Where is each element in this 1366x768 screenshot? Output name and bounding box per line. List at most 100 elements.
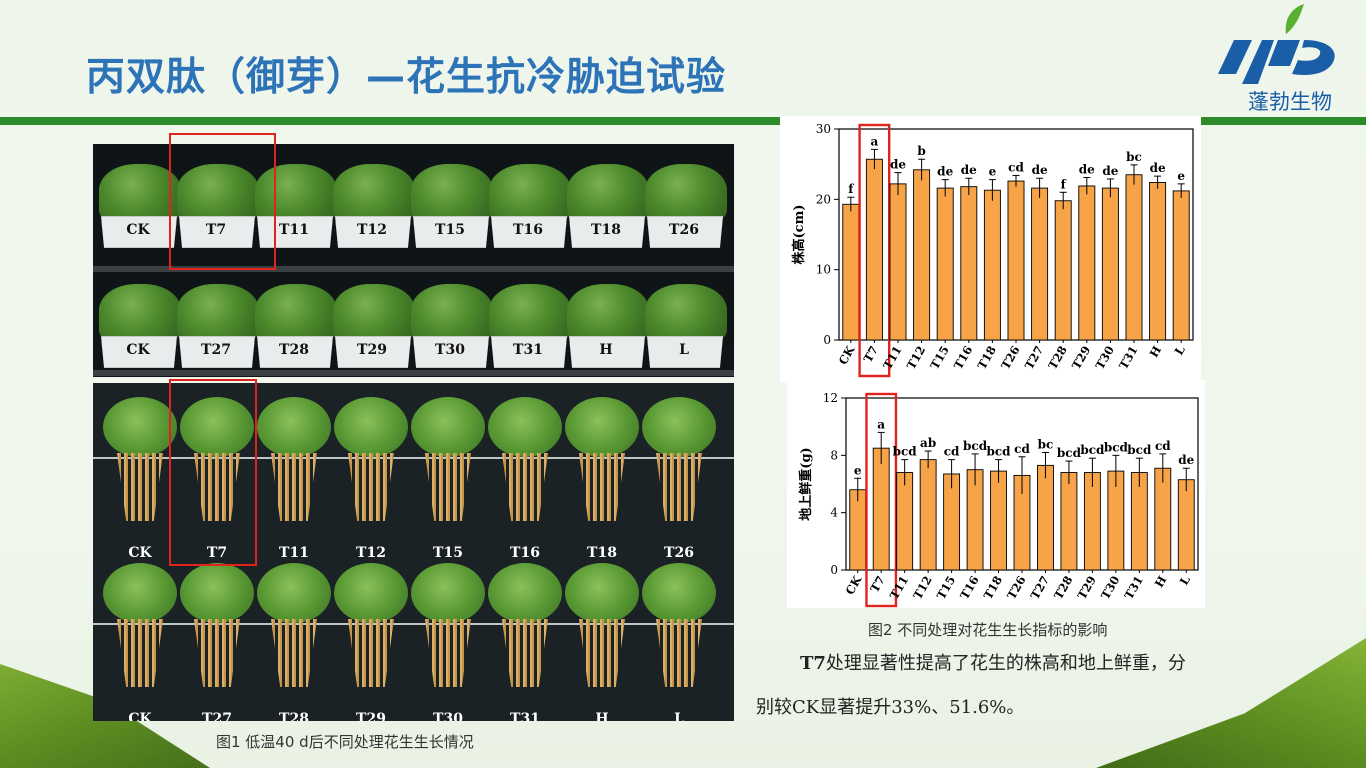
seedling-roots: [502, 619, 548, 687]
significance-letter: de: [937, 165, 953, 179]
peanut-plant-cluster: [333, 284, 415, 342]
significance-letter: cd: [944, 445, 960, 459]
bar-t28: [1060, 472, 1078, 571]
bar-l: [1172, 190, 1190, 341]
seedling-roots: [348, 619, 394, 687]
root-label-l: L: [674, 711, 684, 721]
seedling-roots: [117, 453, 163, 521]
bar-t7: [872, 447, 890, 571]
tray-label-t18: T18: [591, 222, 621, 238]
tray-label-t7: T7: [205, 222, 227, 238]
tray-label-t15: T15: [435, 222, 465, 238]
x-tick-label: T7: [867, 574, 887, 595]
root-label-t16: T16: [510, 545, 540, 561]
seedling-leaves: [180, 563, 254, 623]
y-axis-label: 地上鲜重(g): [798, 447, 814, 520]
seedling-tray: [413, 336, 489, 368]
root-label-ck: CK: [128, 711, 152, 721]
tray-label-t30: T30: [435, 342, 465, 358]
root-label-ck: CK: [128, 545, 152, 561]
seedling-roots: [579, 453, 625, 521]
bar-t11: [889, 183, 907, 341]
seedling-tray: [257, 336, 333, 368]
seedling-roots: [194, 453, 240, 521]
significance-letter: a: [877, 417, 885, 431]
x-tick-label: T28: [1045, 344, 1069, 372]
bar-t29: [1083, 472, 1101, 571]
x-tick-label: T30: [1093, 344, 1117, 372]
x-tick-label: T12: [904, 344, 928, 372]
significance-letter: de: [890, 158, 906, 172]
x-tick-label: T7: [861, 344, 881, 365]
seedling-leaves: [411, 397, 485, 457]
hanging-wire: [93, 457, 734, 459]
seedling-roots: [425, 453, 471, 521]
bar-t27: [1031, 187, 1049, 341]
bar-ck: [849, 489, 867, 571]
peanut-plant-cluster: [333, 164, 415, 222]
summary-line-1-text: 处理显著性提高了花生的株高和地上鲜重，分: [825, 653, 1186, 674]
tray-label-t29: T29: [357, 342, 387, 358]
x-tick-label: T11: [887, 574, 911, 602]
bar-h: [1154, 467, 1172, 571]
significance-letter: cd: [1008, 160, 1024, 174]
tray-label-h: H: [599, 342, 613, 358]
seedling-tray: [647, 216, 723, 248]
x-tick-label: H: [1147, 343, 1165, 360]
x-tick-label: T27: [1022, 344, 1046, 372]
seedling-tray: [491, 216, 567, 248]
x-tick-label: T12: [910, 574, 934, 602]
y-axis-label: 株高(cm): [791, 205, 807, 265]
seedling-tray: [569, 336, 645, 368]
y-tick-label: 8: [830, 448, 838, 462]
seedling-roots: [502, 453, 548, 521]
peanut-seedling-with-roots: [642, 563, 716, 689]
tray-label-t27: T27: [201, 342, 231, 358]
root-label-t29: T29: [356, 711, 386, 721]
highlight-box-t7-tray: [169, 133, 276, 270]
bar-t31: [1125, 174, 1143, 341]
summary-paragraph: T7处理显著性提高了花生的株高和地上鲜重，分 别较CK显著提升33%、51.6%…: [756, 642, 1316, 730]
tray-label-t26: T26: [669, 222, 699, 238]
peanut-plant-cluster: [255, 164, 337, 222]
peanut-seedling-with-roots: [257, 563, 331, 689]
x-tick-label: L: [1172, 344, 1188, 358]
bar-t12: [913, 169, 931, 341]
seedling-leaves: [488, 397, 562, 457]
bar-t12: [919, 459, 937, 571]
summary-bold-treatment: T7: [800, 653, 826, 674]
tray-label-ck: CK: [126, 342, 150, 358]
seedling-tray: [647, 336, 723, 368]
seedling-leaves: [642, 397, 716, 457]
x-tick-label: T16: [951, 344, 975, 372]
plant-height-chart-svg: 0 10 20 30 株高(cm) f CK a T7 de T11 b T12 de T15 de T16 e T…: [791, 122, 1194, 378]
y-tick-label: 30: [816, 122, 831, 136]
x-tick-label: L: [1177, 574, 1193, 588]
seedling-leaves: [488, 563, 562, 623]
root-label-t26: T26: [664, 545, 694, 561]
significance-letter: f: [848, 182, 854, 196]
tray-label-l: L: [679, 342, 689, 358]
x-tick-label: T11: [880, 344, 904, 372]
seedling-leaves: [565, 397, 639, 457]
seedling-leaves: [257, 397, 331, 457]
significance-letter: bcd: [1127, 443, 1152, 457]
x-tick-label: H: [1152, 573, 1170, 590]
bar-ck: [842, 203, 860, 341]
seedling-tray: [335, 216, 411, 248]
significance-letter: bcd: [986, 445, 1011, 459]
y-tick-label: 0: [830, 563, 838, 577]
significance-letter: de: [1032, 163, 1048, 177]
peanut-seedling-with-roots: [488, 397, 562, 523]
seedling-roots: [117, 619, 163, 687]
significance-letter: e: [989, 165, 997, 179]
seedling-roots: [348, 453, 394, 521]
significance-letter: e: [854, 463, 862, 477]
peanut-seedling-with-roots: [411, 397, 485, 523]
shelf-divider: [93, 266, 734, 272]
bar-t30: [1101, 187, 1119, 341]
x-tick-label: T16: [957, 574, 981, 602]
significance-letter: bcd: [893, 445, 918, 459]
peanut-plant-cluster: [99, 164, 181, 222]
peanut-seedling-with-roots: [103, 397, 177, 523]
